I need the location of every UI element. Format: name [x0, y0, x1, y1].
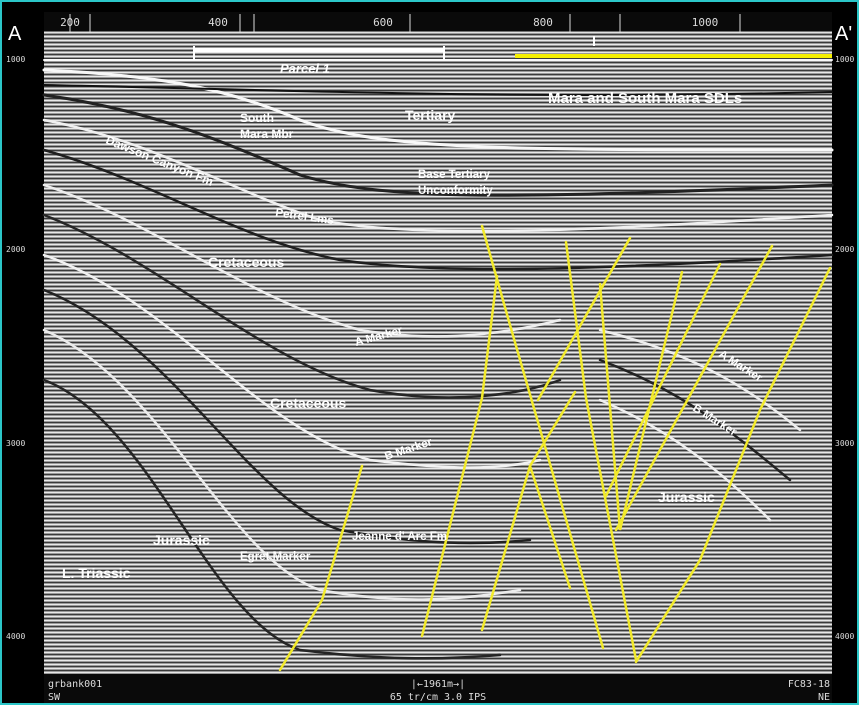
left-axis: 1000 2000 3000 4000	[6, 55, 25, 641]
right-tick-3000: 3000	[835, 439, 854, 448]
footer-scale: |←1961m→|	[411, 679, 465, 690]
fault-line	[634, 266, 832, 664]
cretaceous-upper-label: Cretaceous	[208, 254, 284, 270]
top-tick-800: 800	[533, 16, 553, 29]
left-tick-3000: 3000	[6, 439, 25, 448]
right-tick-1000: 1000	[835, 55, 854, 64]
footer-survey-id: FC83-18	[788, 679, 830, 690]
footer: grbank001 SW |←1961m→| 65 tr/cm 3.0 IPS …	[44, 674, 832, 703]
footer-trace-info: 65 tr/cm 3.0 IPS	[390, 692, 486, 703]
reflector-bands	[42, 59, 834, 660]
fault-line	[420, 274, 499, 638]
parcel-1-bar	[193, 46, 445, 60]
l-triassic-label: L. Triassic	[62, 565, 131, 581]
fault-line	[564, 240, 638, 662]
base-tertiary-label-line1: Base Tertiary	[418, 169, 491, 181]
left-tick-4000: 4000	[6, 632, 25, 641]
fault-line	[528, 464, 572, 590]
footer-line-id: grbank001	[48, 679, 102, 690]
left-tick-2000: 2000	[6, 245, 25, 254]
fault-line	[598, 270, 684, 531]
south-mara-label-line2: Mara Mbr	[240, 127, 294, 141]
fault-line	[480, 224, 605, 650]
base-tertiary-label-line2: Unconformity	[418, 185, 493, 197]
left-tick-1000: 1000	[6, 55, 25, 64]
section-end-label: A'	[835, 23, 852, 45]
fault-line	[278, 464, 364, 672]
section-start-label: A	[8, 23, 22, 45]
jurassic-right-label: Jurassic	[658, 489, 715, 505]
cretaceous-lower-label: Cretaceous	[270, 395, 346, 411]
fault-line	[536, 236, 632, 402]
seismic-panel	[44, 32, 832, 674]
fault-line	[614, 244, 774, 532]
egret-marker-label: Egret Marker	[240, 551, 311, 563]
south-mara-label-line1: South	[240, 111, 274, 125]
right-tick-2000: 2000	[835, 245, 854, 254]
top-tick-400: 400	[208, 16, 228, 29]
faults	[278, 224, 832, 672]
top-tick-600: 600	[373, 16, 393, 29]
top-tick-200: 200	[60, 16, 80, 29]
right-tick-4000: 4000	[835, 632, 854, 641]
fault-line	[604, 262, 722, 498]
top-axis: 200 400 600 800 1000	[44, 12, 832, 33]
sdl-label: Mara and South Mara SDLs	[548, 90, 742, 107]
footer-ne: NE	[818, 692, 830, 703]
parcel-label: Parcel 1	[280, 61, 330, 76]
top-tick-1000: 1000	[692, 16, 719, 29]
tertiary-label: Tertiary	[405, 107, 456, 123]
footer-sw: SW	[48, 692, 61, 703]
jurassic-left-label: Jurassic	[153, 532, 210, 548]
right-axis: 1000 2000 3000 4000	[835, 55, 854, 641]
jeanne-darc-label: Jeanne d' Arc Fm	[352, 531, 447, 543]
